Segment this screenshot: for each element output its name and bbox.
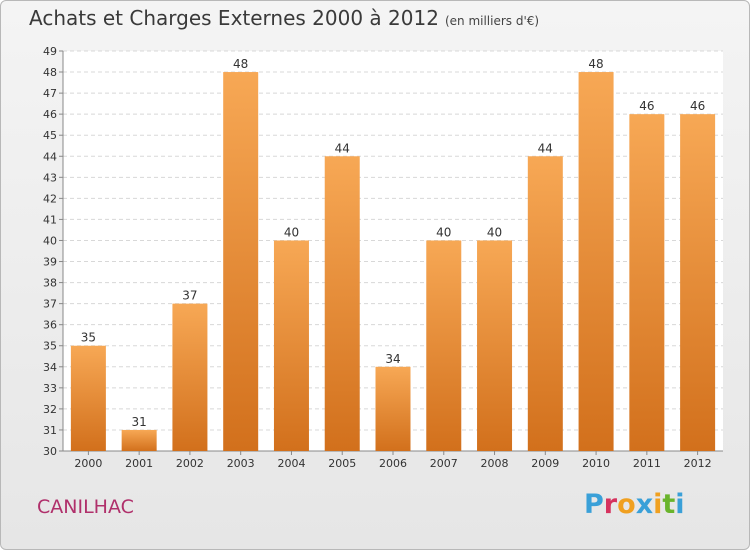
bar-value-label: 35 [81,331,96,345]
y-tick-label: 35 [43,340,57,353]
y-tick-label: 41 [43,213,57,226]
x-tick-label: 2011 [633,457,661,470]
bar [477,240,513,451]
title-text: Achats et Charges Externes 2000 à 2012 [29,6,439,30]
bar [70,345,106,451]
y-tick-label: 49 [43,45,57,58]
bar [629,114,665,451]
x-tick-label: 2006 [379,457,407,470]
y-tick-label: 44 [43,150,57,163]
y-tick-label: 48 [43,66,57,79]
y-tick-label: 45 [43,129,57,142]
logo-letter: t [662,489,676,520]
logo-letter: o [617,489,636,520]
bar-value-label: 44 [335,141,350,155]
x-tick-label: 2005 [328,457,356,470]
y-tick-label: 39 [43,256,57,269]
bar-value-label: 40 [487,225,502,239]
bar-value-label: 46 [690,99,705,113]
bar-value-label: 40 [436,225,451,239]
bar-value-label: 44 [538,141,553,155]
proxiti-logo: Proxiti [584,489,685,520]
x-tick-label: 2007 [430,457,458,470]
bar [273,240,309,451]
chart-subtitle: (en milliers d'€) [444,14,540,28]
y-tick-label: 36 [43,319,57,332]
commune-name: CANILHAC [37,496,134,518]
y-tick-label: 42 [43,192,57,205]
bar-value-label: 34 [385,352,400,366]
bar [527,156,563,451]
y-tick-label: 46 [43,108,57,121]
bar [324,156,360,451]
bar [172,303,208,451]
y-tick-label: 43 [43,171,57,184]
x-tick-label: 2004 [277,457,305,470]
logo-letter: x [635,489,654,520]
bar-value-label: 48 [233,57,248,71]
x-tick-label: 2003 [227,457,255,470]
x-tick-label: 2002 [176,457,204,470]
y-tick-label: 30 [43,445,57,458]
x-tick-label: 2008 [481,457,509,470]
bar [375,366,411,451]
bar [680,114,716,451]
y-tick-label: 47 [43,87,57,100]
chart-title: Achats et Charges Externes 2000 à 2012 (e… [29,6,539,30]
bar [578,72,614,451]
bar [121,429,157,451]
logo-letter: i [653,489,663,520]
x-tick-label: 2012 [684,457,712,470]
x-tick-label: 2010 [582,457,610,470]
bar-value-label: 46 [639,99,654,113]
bar-value-label: 37 [182,289,197,303]
y-tick-label: 31 [43,424,57,437]
bar-value-label: 48 [588,57,603,71]
y-tick-label: 32 [43,403,57,416]
y-tick-label: 33 [43,382,57,395]
x-tick-label: 2000 [74,457,102,470]
bar [223,72,259,451]
logo-letter: r [603,489,618,520]
bar-value-label: 31 [132,415,147,429]
x-tick-label: 2001 [125,457,153,470]
logo-letter: P [584,489,604,520]
bar [426,240,462,451]
y-tick-label: 34 [43,361,57,374]
x-tick-label: 2009 [531,457,559,470]
y-tick-label: 38 [43,277,57,290]
y-tick-label: 37 [43,298,57,311]
logo-letter: i [675,489,685,520]
bar-value-label: 40 [284,225,299,239]
y-tick-label: 40 [43,234,57,247]
